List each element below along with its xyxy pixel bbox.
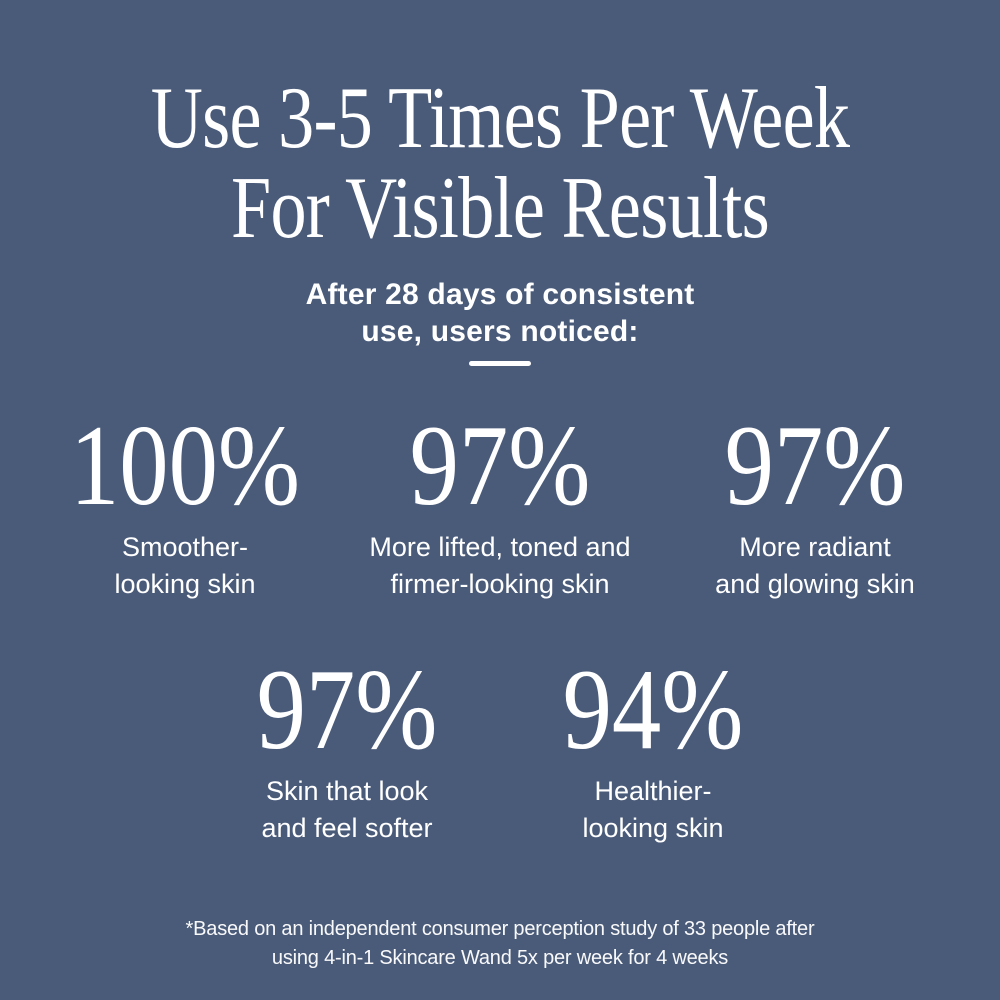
stat-label-line-2: firmer-looking skin [390, 569, 610, 599]
stat-label: More radiant and glowing skin [665, 529, 965, 603]
stats-row-1: 100% Smoother- looking skin 97% More lif… [0, 402, 1000, 603]
divider-rule [469, 361, 531, 366]
stat-label: Smoother- looking skin [35, 529, 335, 603]
stats-row-2: 97% Skin that look and feel softer 94% H… [0, 646, 1000, 847]
stat-label-line-1: Skin that look [265, 776, 429, 806]
stat-smoother-skin: 100% Smoother- looking skin [35, 402, 335, 603]
stat-value: 97% [256, 646, 438, 774]
stat-label-line-2: and feel softer [261, 813, 433, 843]
subheadline-line-1: After 28 days of consistent [305, 278, 695, 311]
stat-lifted-toned-firmer-skin: 97% More lifted, toned and firmer-lookin… [350, 402, 650, 603]
stat-value: 97% [409, 402, 591, 530]
stat-value: 100% [69, 402, 301, 530]
stat-label-line-2: and glowing skin [715, 569, 915, 599]
subheadline-line-2: use, users noticed: [361, 315, 639, 348]
stat-softer-skin: 97% Skin that look and feel softer [197, 646, 497, 847]
stat-label: More lifted, toned and firmer-looking sk… [350, 529, 650, 603]
disclaimer-line-1: *Based on an independent consumer percep… [185, 918, 815, 940]
disclaimer-line-2: using 4-in-1 Skincare Wand 5x per week f… [271, 947, 729, 969]
headline: Use 3-5 Times Per Week For Visible Resul… [90, 0, 910, 254]
stat-value: 94% [562, 646, 744, 774]
stat-label-line-1: Smoother- [121, 532, 249, 562]
subheadline: After 28 days of consistent use, users n… [0, 276, 1000, 350]
stat-label: Skin that look and feel softer [197, 773, 497, 847]
stat-label-line-1: Healthier- [594, 776, 712, 806]
stat-label-line-2: looking skin [114, 569, 256, 599]
headline-line-2: For Visible Results [231, 160, 770, 257]
stat-label-line-1: More radiant [739, 532, 891, 562]
headline-line-1: Use 3-5 Times Per Week [150, 70, 850, 167]
stat-healthier-skin: 94% Healthier- looking skin [503, 646, 803, 847]
disclaimer: *Based on an independent consumer percep… [0, 915, 1000, 973]
stat-label: Healthier- looking skin [503, 773, 803, 847]
stat-radiant-glowing-skin: 97% More radiant and glowing skin [665, 402, 965, 603]
stat-value: 97% [724, 402, 906, 530]
stat-label-line-2: looking skin [582, 813, 724, 843]
stat-label-line-1: More lifted, toned and [369, 532, 631, 562]
